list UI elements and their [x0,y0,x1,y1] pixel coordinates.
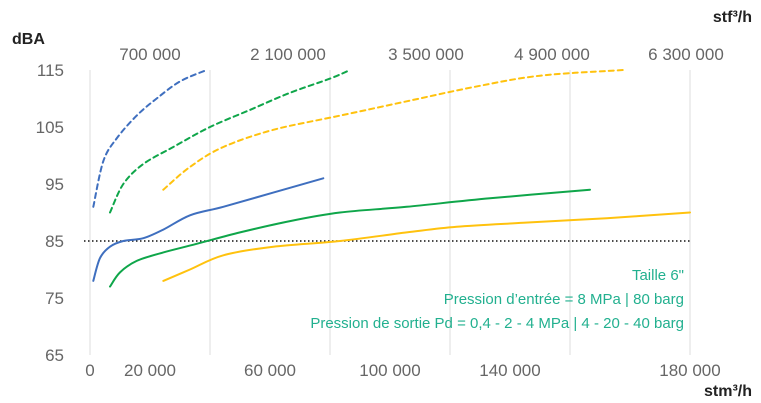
x-tick-label: 0 [85,361,94,380]
top-x-unit-label: stf³/h [713,9,752,26]
green-solid-curve [109,188,591,288]
yellow-dashed-curve [162,69,625,191]
top-x-tick-label: 3 500 000 [388,45,464,64]
x-tick-label: 20 000 [124,361,176,380]
top-x-tick-label: 700 000 [119,45,180,64]
series-group [92,69,691,288]
bottom-x-unit-label: stm³/h [704,383,752,400]
vertical-grid [89,70,691,355]
y-tick-label: 115 [37,61,64,80]
x-ticks-top: 700 000 2 100 000 3 500 000 4 900 000 6 300 … [119,45,724,64]
y-tick-label: 105 [36,118,64,137]
y-tick-label: 95 [45,175,64,194]
y-tick-label: 75 [45,289,64,308]
annotation-inlet-pressure: Pression d’entrée = 8 MPa | 80 barg [444,291,684,308]
x-tick-label: 180 000 [659,361,720,380]
x-ticks-bottom: 0 20 000 60 000 100 000 140 000 180 000 [85,361,720,380]
top-x-tick-label: 6 300 000 [648,45,724,64]
x-tick-label: 100 000 [359,361,420,380]
x-tick-label: 60 000 [244,361,296,380]
blue-solid-curve [92,177,325,282]
y-tick-label: 85 [45,232,64,251]
y-tick-label: 65 [45,346,64,365]
top-x-tick-label: 2 100 000 [250,45,326,64]
yellow-solid-curve [162,211,691,282]
annotation-outlet-pressure: Pression de sortie Pd = 0,4 - 2 - 4 MPa … [310,315,684,332]
y-unit-label: dBA [12,31,45,48]
green-dashed-curve [109,69,351,214]
y-ticks: 65 75 85 95 105 115 [36,61,64,365]
blue-dashed-curve [92,69,208,208]
annotation-size: Taille 6" [632,267,684,284]
top-x-tick-label: 4 900 000 [514,45,590,64]
x-tick-label: 140 000 [479,361,540,380]
